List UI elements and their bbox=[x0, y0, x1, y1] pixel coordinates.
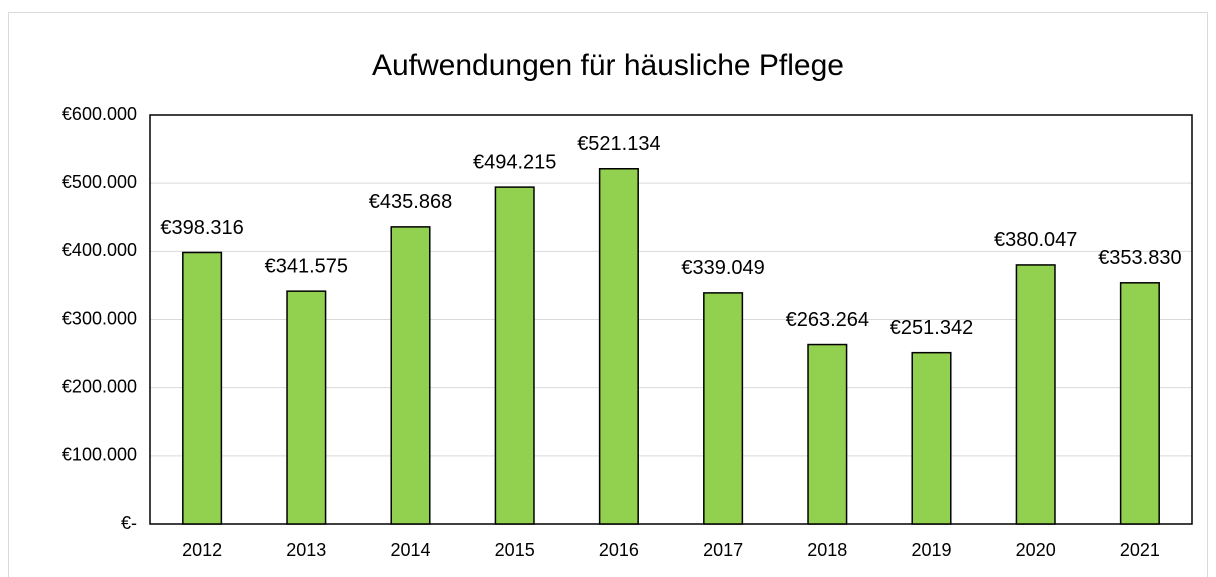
bar bbox=[390, 226, 431, 525]
value-label: €435.868 bbox=[369, 191, 452, 213]
bar bbox=[1119, 282, 1160, 525]
value-label: €380.047 bbox=[994, 229, 1077, 251]
value-label: €339.049 bbox=[681, 257, 764, 279]
x-tick-label: 2016 bbox=[599, 540, 639, 560]
value-label: €353.830 bbox=[1098, 247, 1181, 269]
bar bbox=[286, 290, 327, 525]
value-label: €251.342 bbox=[890, 317, 973, 339]
x-tick-label: 2021 bbox=[1120, 540, 1160, 560]
x-tick-label: 2014 bbox=[390, 540, 430, 560]
y-tick-label: €300.000 bbox=[62, 308, 137, 328]
x-tick-label: 2012 bbox=[182, 540, 222, 560]
y-tick-label: €500.000 bbox=[62, 172, 137, 192]
x-tick-label: 2018 bbox=[807, 540, 847, 560]
bar bbox=[182, 251, 223, 525]
value-label: €263.264 bbox=[786, 309, 869, 331]
y-tick-label: €200.000 bbox=[62, 376, 137, 396]
y-tick-label: €- bbox=[121, 513, 137, 533]
bar bbox=[1015, 264, 1056, 525]
x-tick-label: 2019 bbox=[911, 540, 951, 560]
value-label: €494.215 bbox=[473, 151, 556, 173]
chart-title: Aufwendungen für häusliche Pflege bbox=[372, 49, 844, 82]
bar bbox=[807, 343, 848, 525]
bar bbox=[598, 168, 639, 525]
value-label: €398.316 bbox=[160, 217, 243, 239]
x-tick-label: 2017 bbox=[703, 540, 743, 560]
value-label: €341.575 bbox=[265, 255, 348, 277]
x-tick-label: 2020 bbox=[1016, 540, 1056, 560]
y-tick-label: €600.000 bbox=[62, 104, 137, 124]
value-label: €521.134 bbox=[577, 133, 660, 155]
bar bbox=[703, 292, 744, 525]
bar bbox=[911, 351, 952, 525]
plot-border bbox=[149, 114, 1193, 525]
y-tick-label: €400.000 bbox=[62, 240, 137, 260]
x-tick-label: 2013 bbox=[286, 540, 326, 560]
bar bbox=[494, 186, 535, 525]
y-tick-label: €100.000 bbox=[62, 445, 137, 465]
x-tick-label: 2015 bbox=[495, 540, 535, 560]
